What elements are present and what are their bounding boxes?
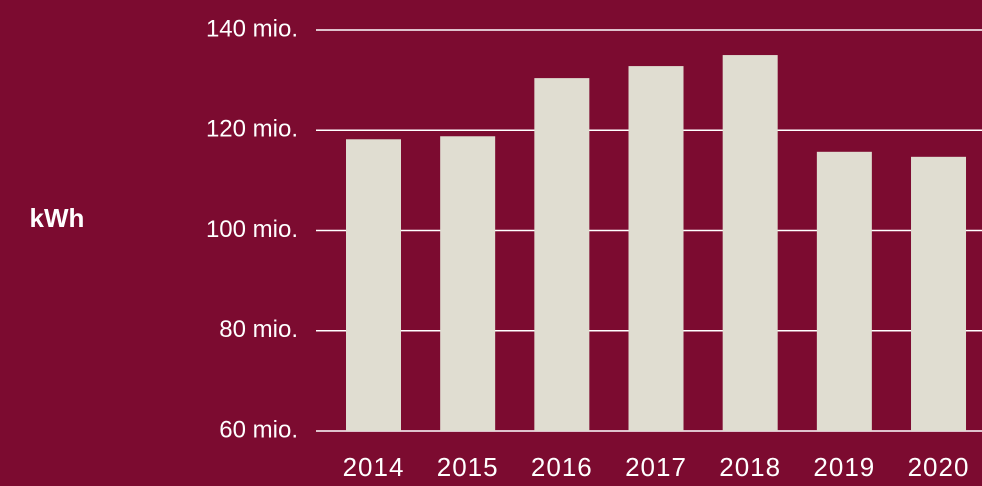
x-tick-label: 2018 (719, 452, 781, 482)
bar (628, 66, 684, 431)
x-tick-label: 2015 (437, 452, 499, 482)
bar (911, 156, 967, 431)
bar (816, 151, 872, 431)
bar (440, 136, 496, 431)
y-tick-label: 100 mio. (206, 216, 298, 243)
x-tick-label: 2017 (625, 452, 687, 482)
y-tick-label: 140 mio. (206, 15, 298, 42)
x-tick-label: 2020 (908, 452, 970, 482)
x-tick-label: 2016 (531, 452, 593, 482)
y-tick-label: 80 mio. (219, 316, 298, 343)
bar (346, 139, 401, 431)
bar (722, 55, 778, 431)
y-tick-label: 120 mio. (206, 116, 298, 143)
x-tick-label: 2014 (343, 452, 405, 482)
y-axis-label: kWh (30, 203, 85, 233)
bar (534, 78, 590, 432)
y-tick-label: 60 mio. (219, 416, 298, 443)
x-tick-label: 2019 (813, 452, 875, 482)
